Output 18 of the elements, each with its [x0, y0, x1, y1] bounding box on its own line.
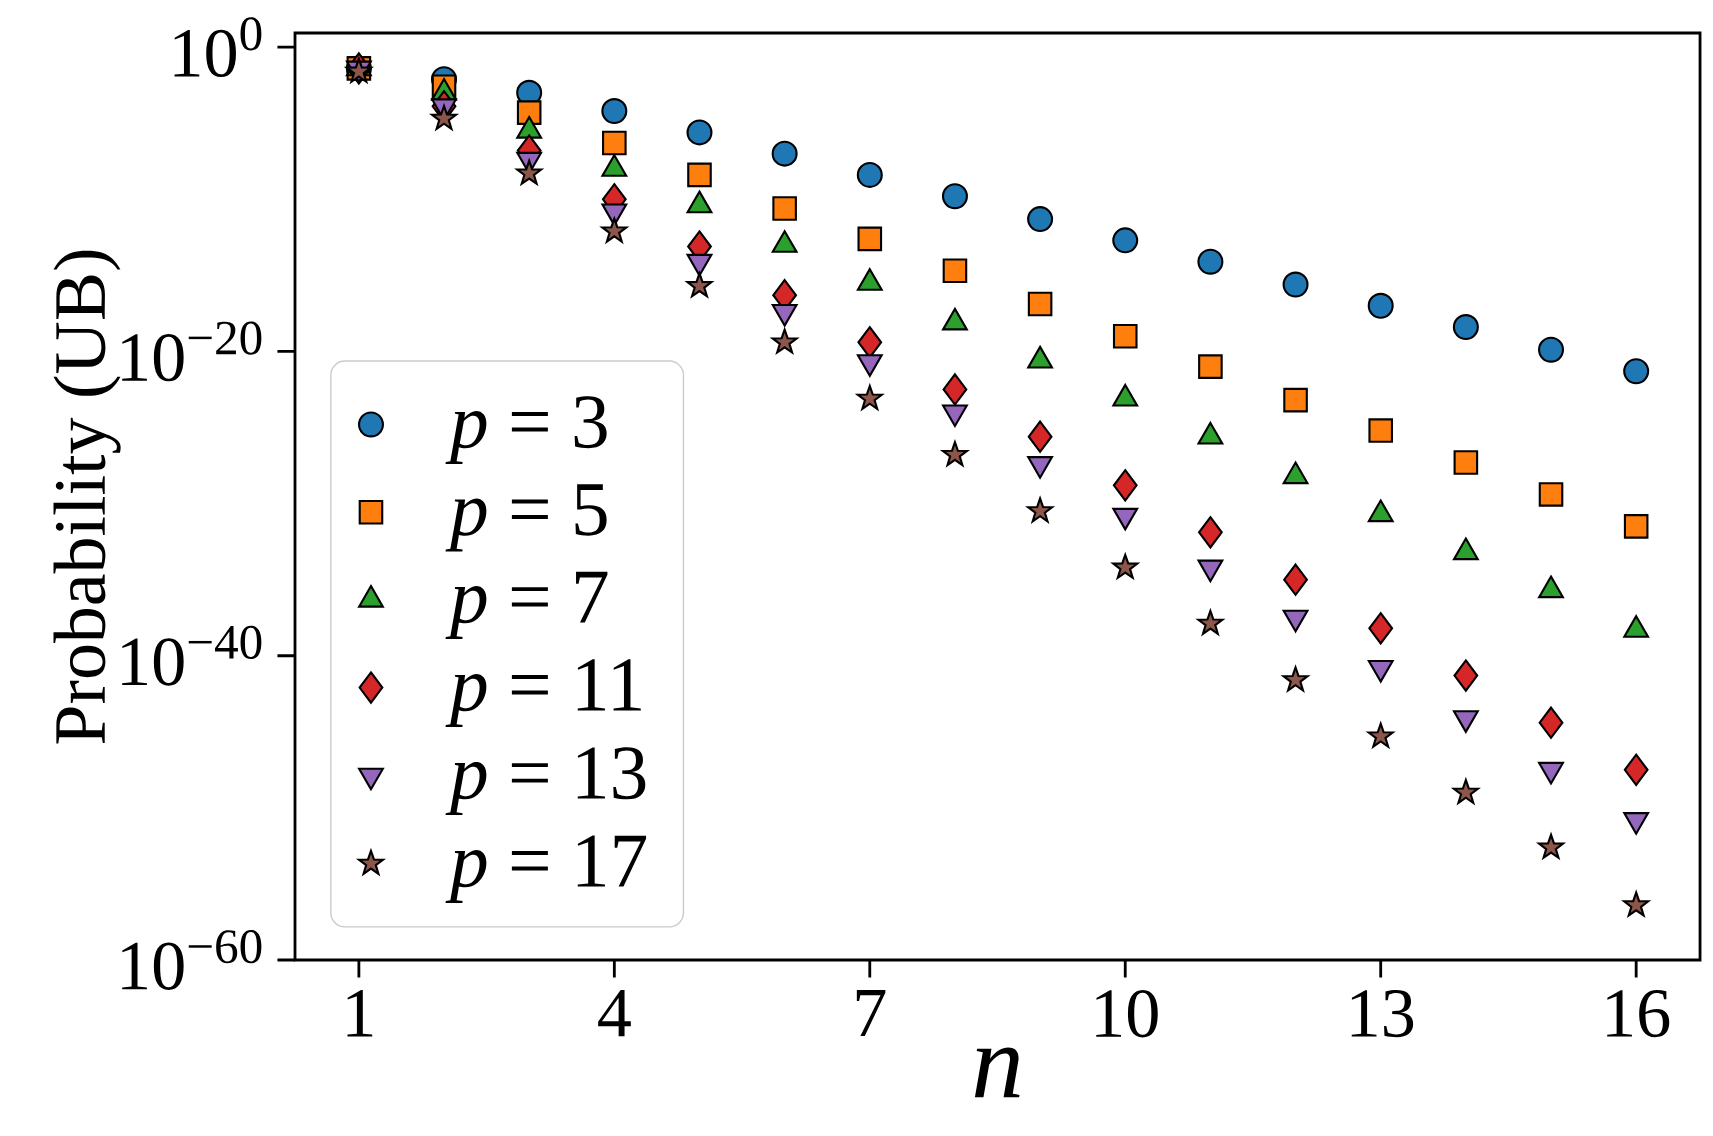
- y-axis-title: Probability (UB): [53, 250, 121, 744]
- x-axis-title: n: [974, 1047, 1020, 1098]
- y-tick-label: 10$^{0}$: [174, 17, 262, 78]
- x-tick-label: 7: [856, 990, 886, 1037]
- x-tick-label: 4: [598, 990, 631, 1037]
- legend-label: p = 7: [445, 571, 608, 639]
- legend-label: p = 17: [445, 835, 647, 903]
- legend-label: p = 11: [445, 659, 641, 727]
- legend-label: p = 13: [445, 747, 646, 815]
- legend-label: p = 3: [445, 396, 607, 464]
- y-tick-label: 10$^{−20}$: [122, 321, 262, 382]
- x-tick-label: 16: [1607, 990, 1670, 1038]
- x-tick-label: 1: [347, 990, 373, 1037]
- x-tick-label: 13: [1351, 990, 1414, 1038]
- x-tick-label: 10: [1096, 990, 1158, 1038]
- y-tick-label: 10$^{−40}$: [122, 625, 262, 686]
- legend-label: p = 5: [445, 484, 607, 552]
- y-tick-label: 10$^{−60}$: [122, 930, 262, 990]
